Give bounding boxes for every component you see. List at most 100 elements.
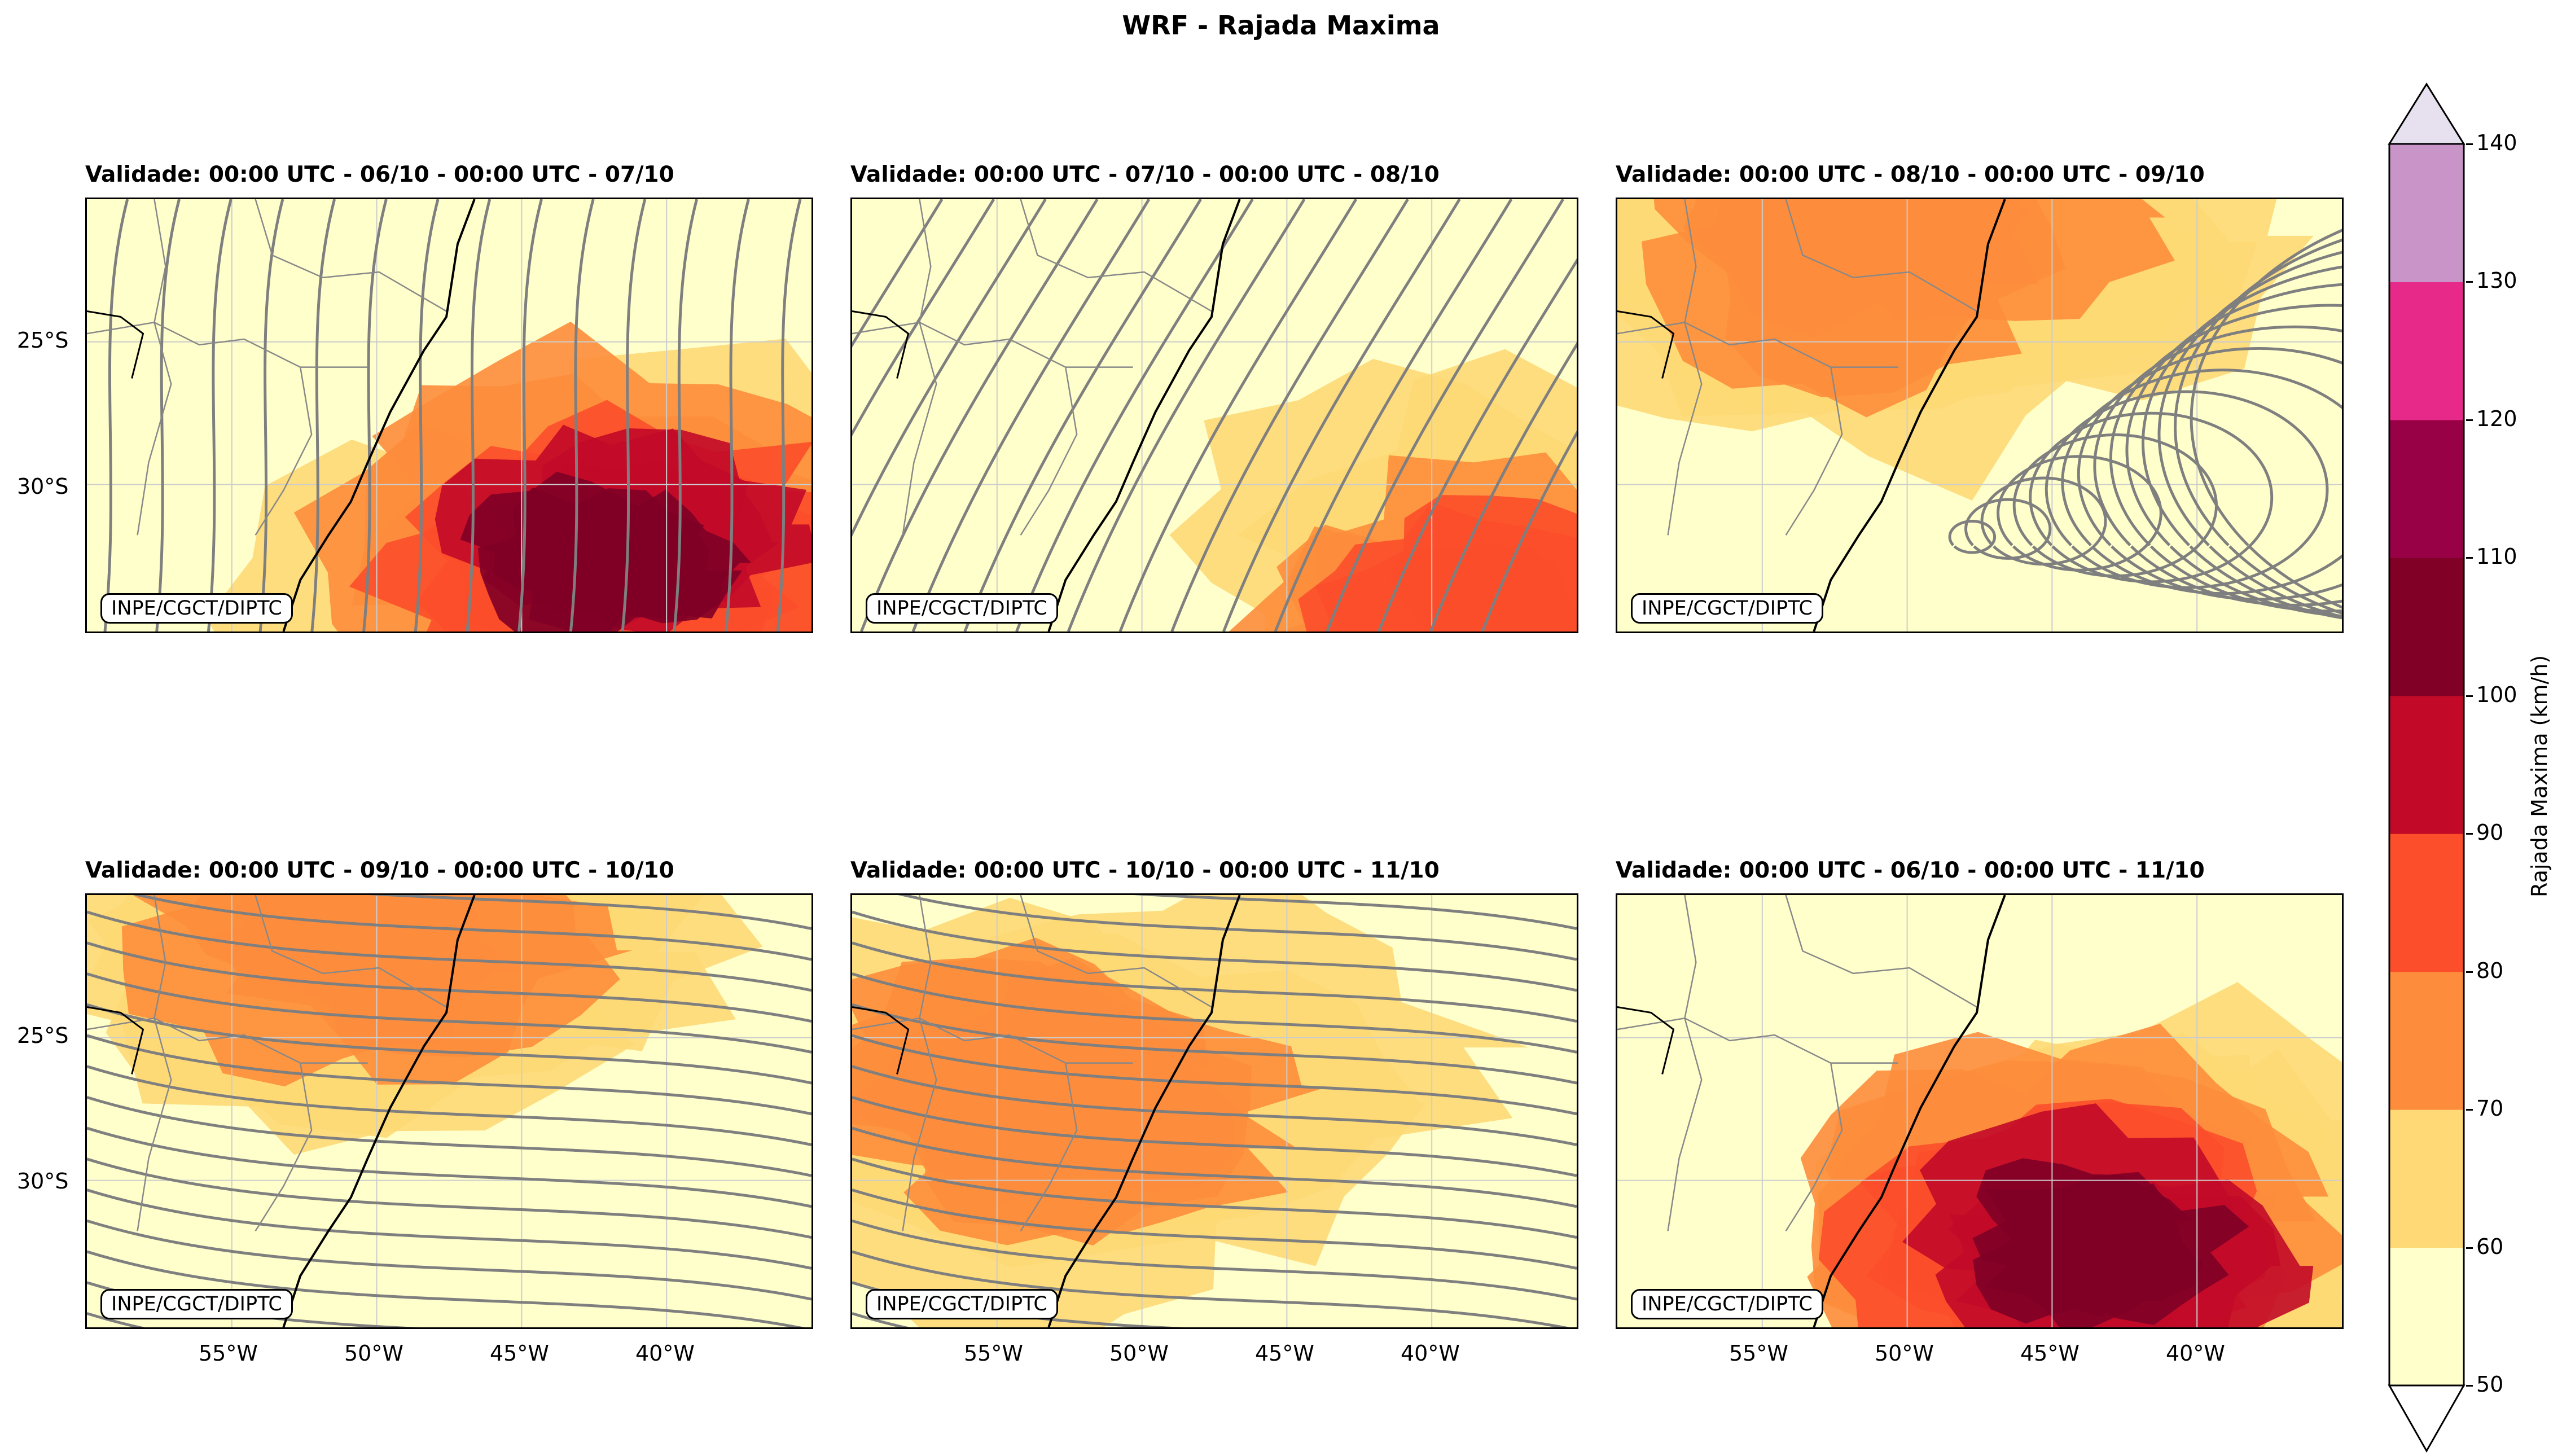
panel-2-map: INPE/CGCT/DIPTC <box>850 198 1578 633</box>
colorbar-tick-mark <box>2466 143 2473 145</box>
state-border <box>1785 895 1977 1008</box>
panel-2-title: Validade: 00:00 UTC - 07/10 - 00:00 UTC … <box>850 162 1440 187</box>
streamline <box>87 1219 811 1301</box>
streamline <box>2142 265 2342 620</box>
panel-4-map-svg <box>87 895 811 1327</box>
country-border <box>87 310 144 379</box>
panel-5-map: INPE/CGCT/DIPTC <box>850 893 1578 1329</box>
lon-tick-45w-panel5: 45°W <box>1255 1341 1314 1366</box>
figure-title: WRF - Rajada Maxima <box>1122 10 1440 41</box>
streamline <box>725 199 750 631</box>
state-border <box>255 199 447 312</box>
state-border <box>137 895 172 1231</box>
streamline <box>852 1126 1577 1208</box>
streamline <box>2061 369 2342 595</box>
state-border <box>1020 367 1078 536</box>
lat-tick-30s-row2: 30°S <box>17 1169 69 1194</box>
panel-3-map: INPE/CGCT/DIPTC <box>1616 198 2344 633</box>
colorbar-tick-70: 70 <box>2476 1096 2504 1121</box>
lon-tick-50w-panel6: 50°W <box>1875 1341 1934 1366</box>
colorbar-tick-130: 130 <box>2476 268 2517 293</box>
colorbar-tick-mark <box>2466 419 2473 421</box>
streamlines <box>852 199 1577 631</box>
streamline <box>517 199 543 631</box>
panel-3-map-svg <box>1617 199 2342 631</box>
panel-4-title: Validade: 00:00 UTC - 09/10 - 00:00 UTC … <box>85 858 674 883</box>
state-border <box>255 895 447 1008</box>
streamline <box>1429 342 1577 631</box>
colorbar-label: Rajada Maxima (km/h) <box>2527 655 2552 897</box>
country-border <box>1617 310 1675 379</box>
lon-tick-55w-panel6: 55°W <box>1729 1341 1788 1366</box>
panel-3-title: Validade: 00:00 UTC - 08/10 - 00:00 UTC … <box>1616 162 2205 187</box>
streamline <box>87 1189 811 1270</box>
colorbar-segment <box>2389 971 2464 1110</box>
streamline <box>2157 251 2342 619</box>
streamline <box>673 199 699 631</box>
colorbar-tick-mark <box>2466 971 2473 973</box>
streamline <box>852 1095 1577 1177</box>
state-border <box>1785 1063 1843 1231</box>
colorbar-frame <box>2388 143 2465 1387</box>
streamline <box>87 1065 811 1146</box>
streamline <box>852 1189 1577 1270</box>
state-border <box>255 1063 313 1231</box>
gust-contour-3 <box>1298 502 1577 631</box>
panel-6-map: INPE/CGCT/DIPTC <box>1616 893 2344 1329</box>
lon-tick-50w-panel4: 50°W <box>344 1341 403 1366</box>
streamline <box>852 199 944 348</box>
lon-tick-40w-panel5: 40°W <box>1401 1341 1460 1366</box>
colorbar-tick-mark <box>2466 1385 2473 1387</box>
coastline <box>1047 199 1241 631</box>
state-border <box>1667 895 1703 1231</box>
lon-tick-45w-panel4: 45°W <box>490 1341 549 1366</box>
state-border <box>852 1018 1133 1064</box>
streamline <box>155 199 181 631</box>
streamline <box>852 1065 1577 1146</box>
streamlines <box>103 199 802 631</box>
streamline <box>911 199 1151 631</box>
panel-1-map-svg <box>87 199 811 631</box>
panel-2-map-svg <box>852 199 1577 631</box>
colorbar-under-arrow <box>2388 1384 2466 1453</box>
panel-1-title: Validade: 00:00 UTC - 06/10 - 00:00 UTC … <box>85 162 674 187</box>
streamline <box>466 199 492 631</box>
state-border <box>852 322 1133 368</box>
state-border <box>1667 199 1703 536</box>
gust-contour-2 <box>852 988 1252 1246</box>
colorbar-tick-mark <box>2466 833 2473 835</box>
coastline <box>1813 199 2006 631</box>
streamline <box>852 1003 1577 1085</box>
colorbar-tick-100: 100 <box>2476 682 2517 707</box>
streamline <box>569 199 595 631</box>
country-border <box>87 1006 144 1075</box>
colorbar-tick-80: 80 <box>2476 958 2504 983</box>
streamline <box>414 199 440 631</box>
state-border <box>1617 1018 1898 1064</box>
streamline <box>2125 283 2342 618</box>
streamline <box>2174 238 2342 615</box>
streamline <box>860 199 1099 631</box>
streamline <box>362 199 388 631</box>
colorbar-tick-120: 120 <box>2476 406 2517 431</box>
lon-tick-55w-panel5: 55°W <box>964 1341 1023 1366</box>
panel-5-map-svg <box>852 895 1577 1327</box>
state-border <box>902 199 937 536</box>
state-border <box>255 367 313 536</box>
panel-1-map: INPE/CGCT/DIPTC <box>85 198 813 633</box>
panel-6-watermark: INPE/CGCT/DIPTC <box>1631 1289 1823 1319</box>
streamline <box>2190 229 2342 609</box>
streamline <box>1222 199 1461 631</box>
panel-5-watermark: INPE/CGCT/DIPTC <box>866 1289 1058 1319</box>
colorbar-tick-140: 140 <box>2476 130 2517 155</box>
streamline <box>87 1250 805 1327</box>
country-border <box>852 1006 910 1075</box>
streamline <box>852 1034 1577 1116</box>
panel-2-watermark: INPE/CGCT/DIPTC <box>866 593 1058 624</box>
panel-6-map-svg <box>1617 895 2342 1327</box>
streamline <box>87 1126 811 1208</box>
lon-tick-40w-panel4: 40°W <box>635 1341 695 1366</box>
streamline <box>1948 520 1997 554</box>
lon-tick-50w-panel5: 50°W <box>1109 1341 1169 1366</box>
streamline <box>207 199 232 631</box>
